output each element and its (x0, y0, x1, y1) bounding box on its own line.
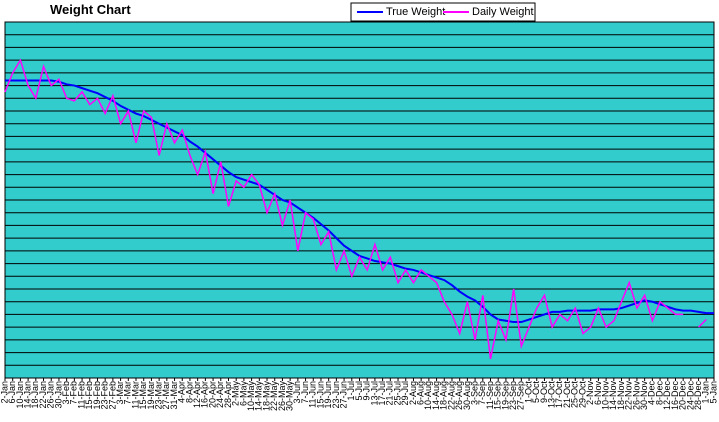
x-tick-label: 15-Mar (138, 381, 148, 410)
x-tick-label: 18-Nov (616, 381, 626, 411)
x-tick-label: 24-Dec (685, 381, 695, 411)
x-tick-label: 21-Oct (562, 381, 572, 409)
chart-title: Weight Chart (50, 2, 131, 17)
x-tick-label: 14-Nov (608, 381, 618, 411)
x-tick-label: 27-Sep (516, 381, 526, 410)
x-tick-label: 7-Sep (477, 381, 487, 405)
x-tick-label: 4-Dec (647, 381, 657, 406)
x-tick-label: 6-Nov (593, 381, 603, 406)
x-tick-label: 10-Aug (423, 381, 433, 410)
x-tick-label: 16-Dec (670, 381, 680, 411)
x-tick-label: 8-Apr (184, 381, 194, 403)
x-tick-label: 18-May (261, 381, 271, 412)
x-tick-label: 7-Mar (123, 381, 133, 405)
x-tick-label: 8-Dec (654, 381, 664, 406)
x-tick-label: 23-Jun (331, 381, 341, 409)
legend-label: Daily Weight (472, 6, 534, 18)
x-tick-label: 19-Jun (323, 381, 333, 409)
x-tick-label: 10-May (246, 381, 256, 412)
x-tick-label: 14-Aug (431, 381, 441, 410)
x-tick-label: 1-Oct (523, 381, 533, 404)
x-tick-label: 2-Nov (585, 381, 595, 406)
x-tick-label: 11-Jun (308, 381, 318, 408)
x-tick-label: 30-Aug (462, 381, 472, 410)
x-tick-label: 3-Jun (292, 381, 302, 404)
x-tick-label: 14-Jan (22, 381, 32, 409)
x-tick-label: 21-Jul (385, 381, 395, 406)
x-tick-label: 24-Apr (215, 381, 225, 408)
x-tick-label: 29-Jul (400, 381, 410, 406)
x-tick-label: 7-Feb (69, 381, 79, 405)
x-tick-label: 31-Mar (169, 381, 179, 410)
x-tick-label: 22-Nov (624, 381, 634, 411)
series-line (4, 58, 707, 360)
x-tick-label: 3-Feb (61, 381, 71, 405)
x-tick-label: 4-Apr (177, 381, 187, 403)
x-tick-label: 19-Sep (500, 381, 510, 410)
x-tick-label: 20-Dec (678, 381, 688, 411)
x-tick-label: 10-Jan (15, 381, 25, 409)
x-tick-label: 26-Nov (631, 381, 641, 411)
x-tick-label: 26-Aug (454, 381, 464, 410)
x-tick-label: 2-Aug (408, 381, 418, 405)
x-tick-label: 13-Jul (369, 381, 379, 406)
x-tick-label: 27-Mar (161, 381, 171, 410)
x-tick-label: 11-Sep (485, 381, 495, 409)
x-tick-label: 2-Jan (0, 381, 9, 404)
x-tick-label: 17-Jul (377, 381, 387, 406)
x-tick-label: 1-Jul (346, 381, 356, 401)
x-tick-label: 15-Jun (315, 381, 325, 409)
x-tick-label: 22-Jan (38, 381, 48, 409)
x-tick-label: 19-Feb (92, 381, 102, 410)
x-tick-label: 6-May (238, 381, 248, 407)
x-tick-label: 3-Sep (469, 381, 479, 405)
x-tick-label: 26-May (277, 381, 287, 412)
x-tick-label: 19-Mar (146, 381, 156, 410)
x-tick-label: 6-Aug (416, 381, 426, 405)
x-tick-label: 9-Oct (539, 381, 549, 404)
x-tick-label: 5-Jan (708, 381, 718, 404)
legend-label: True Weight (386, 6, 445, 18)
x-tick-label: 28-Apr (223, 381, 233, 408)
x-tick-label: 28-Dec (693, 381, 703, 411)
x-tick-label: 23-Feb (100, 381, 110, 410)
x-tick-label: 30-May (285, 381, 295, 412)
x-tick-label: 1-Jan (701, 381, 711, 404)
x-tick-label: 29-Oct (577, 381, 587, 409)
x-tick-label: 17-Oct (554, 381, 564, 409)
x-tick-label: 20-Apr (207, 381, 217, 408)
x-tick-label: 18-Jan (30, 381, 40, 409)
x-tick-label: 2-May (231, 381, 241, 407)
x-tick-label: 14-May (254, 381, 264, 412)
x-tick-label: 10-Nov (600, 381, 610, 411)
x-tick-label: 27-Feb (107, 381, 117, 410)
x-tick-label: 15-Feb (84, 381, 94, 410)
x-tick-label: 26-Jan (46, 381, 56, 409)
x-tick-label: 9-Jul (362, 381, 372, 401)
x-tick-label: 15-Sep (493, 381, 503, 410)
x-tick-label: 16-Apr (200, 381, 210, 408)
x-tick-label: 7-Jun (300, 381, 310, 404)
x-tick-label: 11-Feb (76, 381, 86, 409)
x-tick-label: 6-Jan (7, 381, 17, 404)
x-tick-label: 12-Dec (662, 381, 672, 411)
x-tick-label: 5-Jul (354, 381, 364, 401)
x-tick-label: 13-Oct (547, 381, 557, 409)
x-tick-label: 3-Mar (115, 381, 125, 405)
x-tick-label: 25-Jul (392, 381, 402, 406)
x-tick-label: 18-Aug (439, 381, 449, 410)
x-tick-label: 22-Aug (446, 381, 456, 410)
x-tick-label: 23-Mar (154, 381, 164, 410)
x-tick-label: 30-Jan (53, 381, 63, 409)
x-tick-label: 27-Jun (338, 381, 348, 409)
x-tick-label: 5-Oct (531, 381, 541, 404)
x-tick-label: 23-Sep (508, 381, 518, 410)
x-tick-label: 22-May (269, 381, 279, 412)
x-tick-label: 12-Apr (192, 381, 202, 408)
x-tick-label: 30-Nov (639, 381, 649, 411)
x-tick-label: 25-Oct (570, 381, 580, 409)
x-tick-label: 11-Mar (130, 381, 140, 409)
